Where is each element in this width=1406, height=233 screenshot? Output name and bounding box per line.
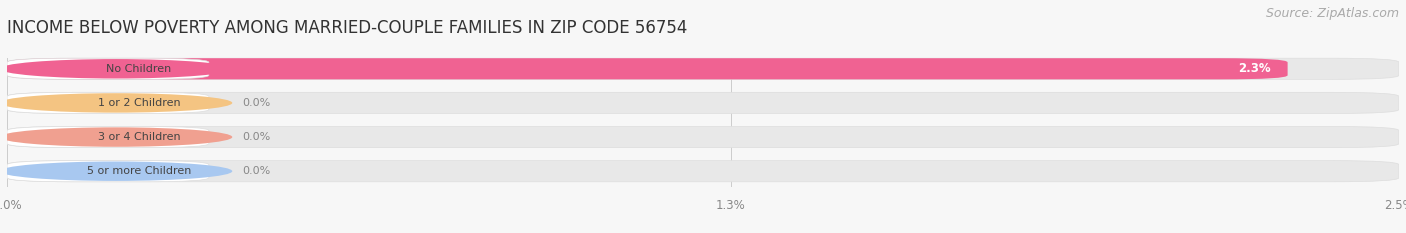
- Text: 0.0%: 0.0%: [242, 132, 270, 142]
- FancyBboxPatch shape: [7, 127, 209, 148]
- Text: 0.0%: 0.0%: [242, 166, 270, 176]
- Text: 3 or 4 Children: 3 or 4 Children: [97, 132, 180, 142]
- FancyBboxPatch shape: [7, 92, 1399, 113]
- Text: INCOME BELOW POVERTY AMONG MARRIED-COUPLE FAMILIES IN ZIP CODE 56754: INCOME BELOW POVERTY AMONG MARRIED-COUPL…: [7, 19, 688, 37]
- Ellipse shape: [0, 59, 232, 79]
- Text: 1 or 2 Children: 1 or 2 Children: [97, 98, 180, 108]
- FancyBboxPatch shape: [7, 161, 1399, 182]
- Text: Source: ZipAtlas.com: Source: ZipAtlas.com: [1265, 7, 1399, 20]
- FancyBboxPatch shape: [7, 127, 1399, 148]
- Ellipse shape: [0, 127, 232, 147]
- FancyBboxPatch shape: [7, 58, 1288, 79]
- Ellipse shape: [0, 161, 232, 181]
- Ellipse shape: [0, 93, 232, 113]
- FancyBboxPatch shape: [7, 58, 209, 79]
- Text: 2.3%: 2.3%: [1239, 62, 1271, 75]
- Text: 5 or more Children: 5 or more Children: [87, 166, 191, 176]
- FancyBboxPatch shape: [7, 58, 1399, 79]
- FancyBboxPatch shape: [7, 92, 209, 113]
- Text: No Children: No Children: [107, 64, 172, 74]
- FancyBboxPatch shape: [7, 161, 209, 182]
- Text: 0.0%: 0.0%: [242, 98, 270, 108]
